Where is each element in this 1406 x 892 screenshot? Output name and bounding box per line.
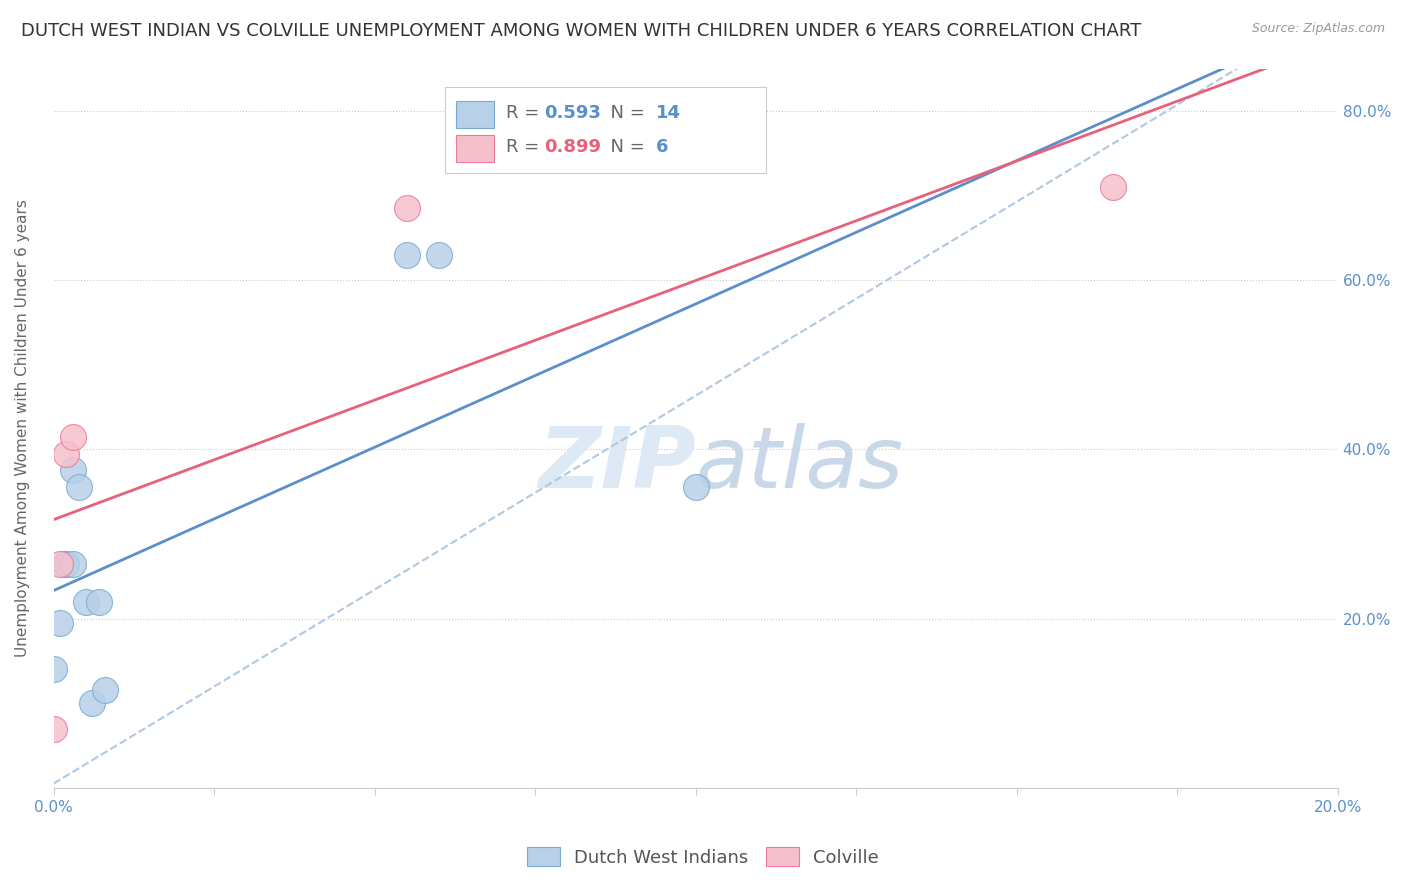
Text: 6: 6 xyxy=(655,138,668,156)
Text: Source: ZipAtlas.com: Source: ZipAtlas.com xyxy=(1251,22,1385,36)
Point xyxy=(49,557,72,571)
Point xyxy=(42,662,65,676)
Point xyxy=(62,557,84,571)
Point xyxy=(395,248,418,262)
Point xyxy=(82,696,104,710)
Text: N =: N = xyxy=(599,138,651,156)
Point xyxy=(62,463,84,477)
Point xyxy=(75,594,97,608)
Point xyxy=(94,683,117,698)
FancyBboxPatch shape xyxy=(456,135,494,162)
Point xyxy=(62,429,84,443)
Y-axis label: Unemployment Among Women with Children Under 6 years: Unemployment Among Women with Children U… xyxy=(15,199,30,657)
Text: ZIP: ZIP xyxy=(538,423,696,506)
Text: atlas: atlas xyxy=(696,423,904,506)
Point xyxy=(55,557,77,571)
Point xyxy=(42,722,65,736)
Text: DUTCH WEST INDIAN VS COLVILLE UNEMPLOYMENT AMONG WOMEN WITH CHILDREN UNDER 6 YEA: DUTCH WEST INDIAN VS COLVILLE UNEMPLOYME… xyxy=(21,22,1142,40)
Point xyxy=(49,615,72,630)
Legend: Dutch West Indians, Colville: Dutch West Indians, Colville xyxy=(520,840,886,874)
Point xyxy=(427,248,450,262)
Text: 0.593: 0.593 xyxy=(544,104,600,122)
Point xyxy=(685,480,707,494)
Point xyxy=(87,594,110,608)
Point xyxy=(67,480,90,494)
Text: 14: 14 xyxy=(655,104,681,122)
Text: 0.899: 0.899 xyxy=(544,138,602,156)
Text: R =: R = xyxy=(506,104,544,122)
Text: R =: R = xyxy=(506,138,544,156)
Point xyxy=(55,557,77,571)
FancyBboxPatch shape xyxy=(446,87,766,173)
FancyBboxPatch shape xyxy=(456,101,494,128)
Text: N =: N = xyxy=(599,104,651,122)
Point xyxy=(395,201,418,215)
Point xyxy=(1102,180,1125,194)
Point xyxy=(55,446,77,460)
